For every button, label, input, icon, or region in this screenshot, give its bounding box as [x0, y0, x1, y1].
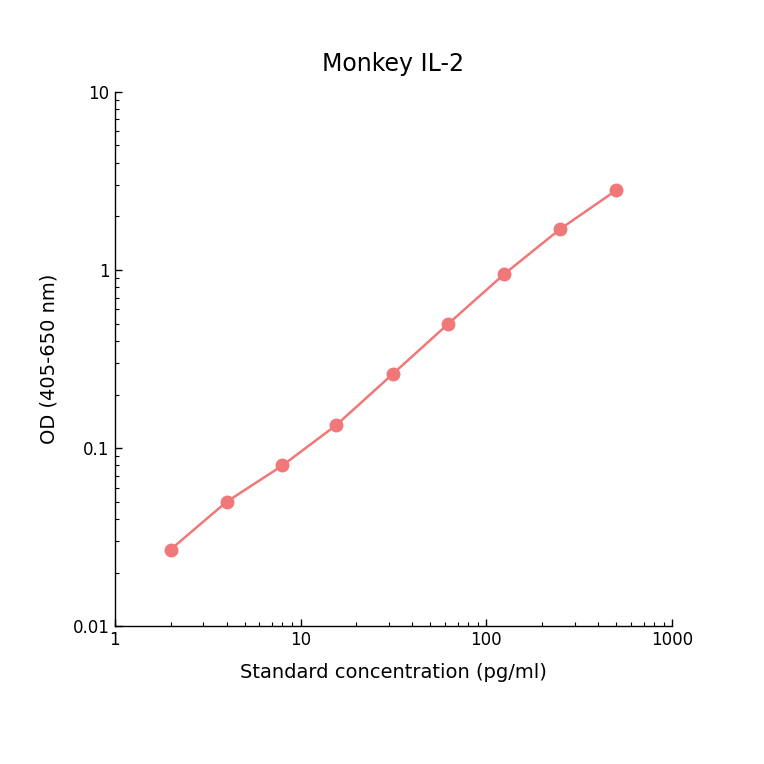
Title: Monkey IL-2: Monkey IL-2	[322, 52, 465, 76]
Y-axis label: OD (405-650 nm): OD (405-650 nm)	[40, 274, 59, 445]
X-axis label: Standard concentration (pg/ml): Standard concentration (pg/ml)	[240, 663, 547, 682]
